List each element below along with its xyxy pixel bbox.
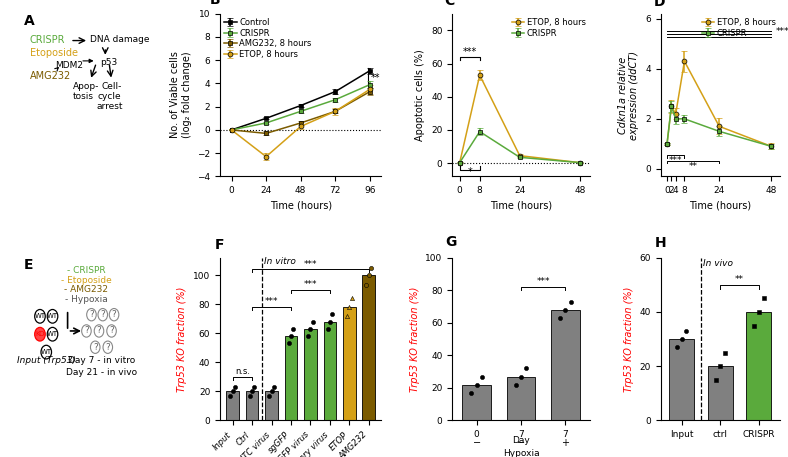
Text: ***: ***	[669, 156, 682, 165]
Text: ***: ***	[537, 277, 550, 286]
Text: C: C	[444, 0, 455, 8]
Text: −: −	[473, 438, 481, 448]
Bar	[304, 329, 317, 420]
Bar	[343, 307, 355, 420]
Text: n.s.: n.s.	[235, 367, 250, 376]
Y-axis label: No. of Viable cells
(log₂ fold change): No. of Viable cells (log₂ fold change)	[170, 52, 191, 138]
Text: cycle: cycle	[98, 92, 121, 101]
Text: **: **	[689, 162, 697, 171]
Bar	[266, 391, 278, 420]
Y-axis label: Trp53 KO fraction (%): Trp53 KO fraction (%)	[624, 287, 634, 392]
Circle shape	[98, 308, 107, 321]
Text: ***: ***	[775, 27, 788, 36]
Text: ?: ?	[106, 343, 110, 352]
Y-axis label: Trp53 KO fraction (%): Trp53 KO fraction (%)	[410, 287, 420, 392]
Text: G: G	[445, 235, 457, 250]
Bar	[463, 385, 491, 420]
Bar	[507, 377, 535, 420]
Text: ***: ***	[303, 280, 318, 289]
Text: CRISPR: CRISPR	[30, 35, 65, 45]
Circle shape	[87, 308, 96, 321]
Text: H: H	[655, 236, 667, 250]
X-axis label: Time (hours): Time (hours)	[490, 201, 552, 211]
Y-axis label: Cdkn1a relative
expression (ddCT): Cdkn1a relative expression (ddCT)	[618, 51, 640, 139]
Circle shape	[107, 325, 117, 337]
Text: A: A	[24, 14, 35, 28]
Text: arrest: arrest	[96, 101, 123, 111]
Text: ?: ?	[112, 310, 117, 319]
Text: ***: ***	[463, 47, 477, 57]
Circle shape	[91, 341, 100, 353]
Circle shape	[95, 325, 104, 337]
Text: ?: ?	[84, 326, 89, 335]
Bar	[362, 275, 375, 420]
Text: Hypoxia: Hypoxia	[503, 449, 539, 457]
Text: **: **	[370, 73, 380, 83]
Text: +: +	[561, 438, 570, 448]
Text: - Hypoxia: - Hypoxia	[65, 295, 108, 304]
Text: ?: ?	[110, 326, 114, 335]
Legend: ETOP, 8 hours, CRISPR: ETOP, 8 hours, CRISPR	[702, 18, 776, 37]
Circle shape	[47, 327, 58, 341]
Bar	[551, 310, 580, 420]
Text: In vitro: In vitro	[264, 256, 296, 266]
Text: ***: ***	[303, 260, 318, 269]
Circle shape	[47, 309, 58, 323]
Text: tosis: tosis	[72, 92, 94, 101]
Circle shape	[41, 345, 51, 359]
Bar	[324, 322, 336, 420]
Bar	[246, 391, 258, 420]
Circle shape	[110, 308, 119, 321]
Text: B: B	[210, 0, 221, 7]
Text: WT: WT	[41, 349, 52, 355]
Text: E: E	[24, 258, 33, 272]
X-axis label: Time (hours): Time (hours)	[690, 201, 752, 211]
Legend: ETOP, 8 hours, CRISPR: ETOP, 8 hours, CRISPR	[511, 18, 585, 37]
Text: Day 21 - in vivo: Day 21 - in vivo	[66, 368, 137, 377]
Text: Input (Trp53): Input (Trp53)	[17, 356, 76, 366]
Text: Day: Day	[512, 436, 530, 445]
Bar	[746, 312, 771, 420]
Text: ?: ?	[100, 310, 105, 319]
Bar	[226, 391, 239, 420]
Text: Day 7 - in vitro: Day 7 - in vitro	[68, 356, 135, 366]
Circle shape	[82, 325, 91, 337]
Circle shape	[103, 341, 113, 353]
Text: Apop-: Apop-	[72, 82, 99, 91]
Text: MDM2: MDM2	[55, 61, 83, 70]
Text: ?: ?	[89, 310, 94, 319]
Text: p53: p53	[100, 58, 117, 67]
Text: KO: KO	[35, 331, 45, 337]
Text: Etoposide: Etoposide	[30, 48, 78, 58]
Text: DNA damage: DNA damage	[90, 35, 150, 44]
Text: ?: ?	[93, 343, 98, 352]
X-axis label: Time (hours): Time (hours)	[269, 201, 332, 211]
Bar	[284, 336, 297, 420]
Legend: Control, CRISPR, AMG232, 8 hours, ETOP, 8 hours: Control, CRISPR, AMG232, 8 hours, ETOP, …	[224, 18, 311, 59]
Text: **: **	[735, 275, 744, 283]
Text: *: *	[467, 167, 472, 177]
Text: - CRISPR: - CRISPR	[67, 266, 106, 275]
Text: AMG232: AMG232	[30, 71, 71, 80]
Text: D: D	[654, 0, 666, 9]
Text: WT: WT	[47, 314, 58, 319]
Text: −: −	[517, 438, 525, 448]
Bar	[669, 339, 694, 420]
Text: Cell-: Cell-	[102, 82, 122, 91]
Text: In vivo: In vivo	[704, 259, 734, 268]
Y-axis label: Apoptotic cells (%): Apoptotic cells (%)	[415, 49, 426, 141]
Text: WT: WT	[47, 331, 58, 337]
Y-axis label: Trp53 KO fraction (%): Trp53 KO fraction (%)	[177, 287, 188, 392]
Text: ***: ***	[265, 298, 278, 306]
Text: ?: ?	[97, 326, 102, 335]
Text: - AMG232: - AMG232	[65, 286, 109, 294]
Text: WT: WT	[35, 314, 46, 319]
Bar	[708, 366, 733, 420]
Text: - Etoposide: - Etoposide	[61, 276, 112, 285]
Text: F: F	[215, 238, 225, 252]
Circle shape	[35, 309, 45, 323]
Circle shape	[35, 327, 45, 341]
